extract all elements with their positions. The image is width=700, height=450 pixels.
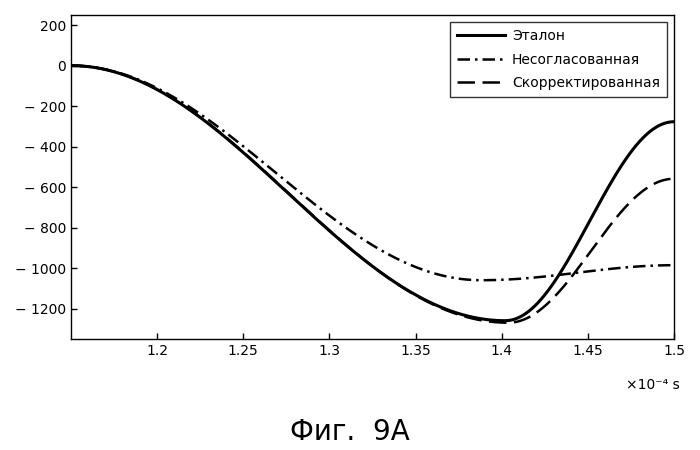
Скорректированная [504,320,512,325]
Эталон [501,318,510,324]
Text: Фиг.  9А: Фиг. 9А [290,418,410,446]
Скорректированная [670,176,678,181]
Line: Несогласованная: Несогласованная [71,66,674,280]
Line: Скорректированная: Скорректированная [71,66,674,323]
Эталон [360,257,368,263]
Скорректированная [97,66,106,72]
Скорректированная [652,180,661,185]
Line: Эталон: Эталон [71,66,674,321]
Скорректированная [66,63,75,68]
Эталон [97,66,106,72]
Эталон [670,119,678,125]
Несогласованная [652,263,661,268]
Скорректированная [652,180,661,185]
Эталон [344,244,352,250]
Legend: Эталон, Несогласованная, Скорректированная: Эталон, Несогласованная, Скорректированн… [449,22,667,97]
Эталон [652,124,661,130]
Скорректированная [344,244,352,249]
Скорректированная [360,257,368,262]
Несогласованная [652,263,661,268]
Скорректированная [542,302,550,308]
Эталон [652,124,661,130]
Несогласованная [670,262,678,268]
Text: ×10⁻⁴ s: ×10⁻⁴ s [626,378,680,392]
Несогласованная [360,237,368,243]
Несогласованная [542,274,550,279]
Несогласованная [477,278,485,283]
Несогласованная [97,66,106,71]
Эталон [66,63,75,68]
Несогласованная [344,227,352,232]
Несогласованная [66,63,75,68]
Эталон [542,291,550,296]
